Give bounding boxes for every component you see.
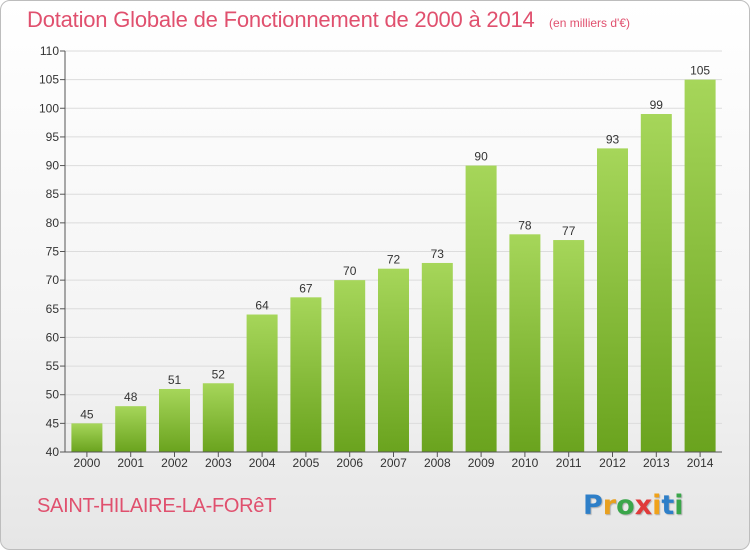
y-tick-label: 60	[46, 330, 60, 344]
data-label: 105	[690, 64, 710, 78]
data-label: 67	[299, 281, 313, 295]
y-tick-label: 40	[46, 445, 60, 459]
bar-2012	[597, 148, 628, 452]
bar-2000	[71, 423, 103, 452]
bar-2004	[246, 314, 278, 452]
x-tick-label: 2003	[205, 456, 232, 470]
logo-letter: P	[583, 490, 603, 521]
chart-title: Dotation Globale de Fonctionnement de 20…	[27, 7, 535, 32]
y-tick-label: 100	[39, 101, 59, 115]
proxiti-logo[interactable]: Proxiti	[583, 490, 684, 521]
data-label: 48	[124, 390, 138, 404]
y-tick-label: 70	[46, 273, 60, 287]
x-tick-label: 2008	[424, 456, 451, 470]
y-tick-label: 105	[39, 73, 59, 87]
bar-2002	[159, 388, 190, 452]
y-tick-label: 90	[46, 159, 60, 173]
bar-2010	[509, 234, 541, 452]
x-tick-label: 2014	[687, 456, 714, 470]
data-label: 72	[387, 253, 401, 267]
logo-letter: x	[634, 490, 653, 521]
bar-layer	[71, 79, 716, 453]
y-tick-label: 45	[46, 416, 60, 430]
x-tick-label: 2012	[599, 456, 626, 470]
y-tick-label: 65	[46, 302, 60, 316]
title-row: Dotation Globale de Fonctionnement de 20…	[27, 7, 630, 33]
x-tick-label: 2010	[512, 456, 539, 470]
y-tick-label: 85	[46, 187, 60, 201]
x-tick-label: 2002	[161, 456, 188, 470]
bar-2014	[684, 79, 716, 453]
bar-2007	[378, 268, 409, 452]
chart-subtitle: (en milliers d'€)	[549, 16, 631, 30]
x-tick-label: 2013	[643, 456, 670, 470]
logo-letter: i	[674, 490, 684, 521]
x-tick-label: 2000	[74, 456, 101, 470]
y-tick-label: 50	[46, 388, 60, 402]
data-label: 52	[212, 367, 226, 381]
data-label: 90	[474, 150, 488, 164]
x-tick-label: 2006	[336, 456, 363, 470]
y-tick-label: 110	[40, 44, 59, 58]
y-tick-label: 95	[46, 130, 60, 144]
y-tick-label: 75	[46, 245, 60, 259]
bar-2013	[640, 114, 672, 452]
x-tick-label: 2004	[249, 456, 276, 470]
data-label: 99	[650, 98, 664, 112]
data-label: 78	[518, 218, 532, 232]
data-label: 77	[562, 224, 576, 238]
axis-layer: 40 45 50 55 60 65 70 75 80 85 90 95 100 105 110 2000 200…	[39, 44, 722, 470]
bar-2006	[334, 280, 366, 452]
commune-name: SAINT-HILAIRE-LA-FORêT	[37, 495, 276, 517]
data-label: 73	[431, 247, 445, 261]
logo-letter: i	[652, 490, 662, 521]
label-layer: 45 48 51 52 64 67 70 72 73 90 78 77 93 99 105	[80, 64, 710, 422]
logo-letter: t	[661, 490, 675, 521]
y-tick-label: 80	[46, 216, 60, 230]
bar-2005	[290, 297, 322, 452]
x-tick-label: 2007	[380, 456, 407, 470]
data-label: 70	[343, 264, 357, 278]
data-label: 64	[255, 299, 269, 313]
x-tick-label: 2001	[117, 456, 144, 470]
y-tick-label: 55	[46, 359, 60, 373]
data-label: 51	[168, 373, 182, 387]
logo-letter: r	[602, 490, 617, 521]
data-label: 45	[80, 407, 94, 421]
logo-letter: o	[616, 490, 635, 521]
x-tick-label: 2009	[468, 456, 495, 470]
x-tick-label: 2005	[293, 456, 320, 470]
bar-2003	[202, 383, 234, 452]
data-label: 93	[606, 132, 620, 146]
bar-2009	[465, 165, 497, 453]
x-tick-label: 2011	[556, 456, 582, 470]
bar-2001	[115, 406, 147, 452]
bar-2008	[421, 262, 453, 452]
bar-2011	[553, 240, 585, 452]
